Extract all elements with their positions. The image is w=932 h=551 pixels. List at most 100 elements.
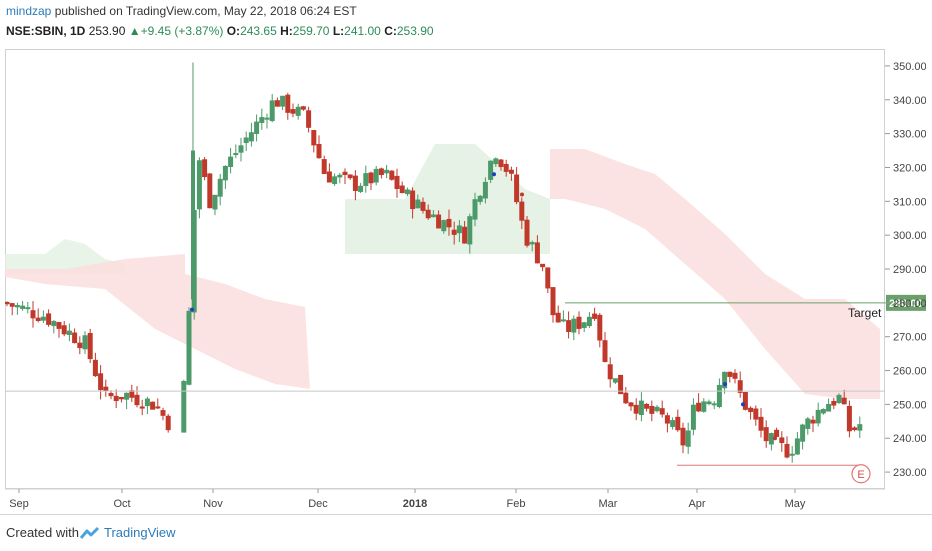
- candle-down: [462, 226, 468, 244]
- candle-up: [430, 214, 436, 218]
- candle-down: [155, 406, 161, 409]
- candle-up: [196, 160, 202, 210]
- x-tick-label: Feb: [507, 498, 526, 510]
- candle-down: [597, 314, 603, 341]
- candle-down: [108, 392, 114, 397]
- x-tick-label: 2018: [403, 498, 427, 510]
- candle-down: [410, 190, 416, 210]
- candle-up: [456, 225, 462, 234]
- candle-down: [566, 320, 572, 332]
- price-axis[interactable]: 350.00 340.00 330.00 320.00 310.00 300.00 290.…: [885, 61, 927, 479]
- candle-down: [519, 201, 525, 221]
- candle-up: [124, 392, 130, 400]
- candle-up: [217, 178, 223, 197]
- candles: [4, 62, 863, 463]
- candle-down: [498, 159, 504, 168]
- candle-up: [269, 100, 275, 122]
- candle-down: [9, 303, 15, 307]
- candle-down: [763, 427, 769, 442]
- chart-area[interactable]: Target 280.00 E 350.00 340.00 330.00 320.00 31…: [4, 49, 927, 514]
- candle-down: [503, 163, 509, 172]
- candle-up: [25, 307, 31, 310]
- candle-down: [758, 416, 764, 431]
- tradingview-brand[interactable]: TradingView: [104, 525, 176, 540]
- candle-down: [753, 408, 759, 420]
- tradingview-logo-icon: [80, 526, 100, 539]
- candle-down: [607, 364, 613, 380]
- candle-down: [326, 171, 332, 183]
- candle-down: [207, 173, 213, 209]
- candle-up: [14, 305, 20, 308]
- candlestick-chart[interactable]: Target 280.00 E 350.00 340.00 330.00 320.00 31…: [4, 49, 927, 514]
- candle-down: [87, 332, 93, 360]
- candle-down: [810, 419, 816, 424]
- candle-up: [82, 335, 88, 350]
- close-label: C:: [384, 24, 397, 38]
- candle-down: [592, 313, 598, 319]
- candle-up: [826, 403, 832, 412]
- candle-down: [618, 374, 624, 395]
- candle-up: [493, 158, 499, 165]
- created-with-text: Created with: [6, 525, 79, 540]
- author-link[interactable]: mindzap: [6, 4, 52, 18]
- y-tick-label: 250.00: [893, 399, 926, 411]
- candle-up: [238, 145, 244, 153]
- candle-down: [98, 373, 104, 391]
- candle-down: [545, 267, 551, 289]
- candle-up: [337, 174, 343, 178]
- candle-down: [4, 301, 10, 305]
- candle-up: [794, 438, 800, 455]
- candle-down: [534, 242, 540, 264]
- candle-down: [524, 219, 530, 246]
- time-axis[interactable]: Sep Oct Nov Dec 2018 Feb Mar Apr May: [5, 488, 885, 510]
- candle-down: [774, 429, 780, 437]
- y-tick-label: 260.00: [893, 366, 926, 378]
- candle-up: [482, 181, 488, 199]
- candle-up: [654, 406, 660, 412]
- candle-up: [51, 321, 57, 327]
- candle-up: [670, 420, 676, 427]
- candle-down: [352, 175, 358, 191]
- candle-down: [77, 342, 83, 349]
- candle-up: [358, 185, 364, 192]
- candle-down: [508, 169, 514, 174]
- candle-up: [248, 132, 254, 142]
- candle-down: [675, 416, 681, 431]
- candle-down: [727, 371, 733, 377]
- x-tick-label: May: [785, 498, 806, 510]
- candle-down: [659, 408, 665, 415]
- low-value: 241.00: [344, 24, 381, 38]
- high-value: 259.70: [292, 24, 330, 38]
- candle-up: [529, 242, 535, 245]
- candle-down: [72, 332, 78, 344]
- candle-up: [384, 169, 390, 174]
- annotations: Target 280.00 E: [5, 172, 926, 484]
- y-tick-label: 310.00: [893, 196, 926, 208]
- candle-down: [644, 403, 650, 409]
- ohlc-line: NSE:SBIN, 1D 253.90 ▲+9.45 (+3.87%) O:24…: [6, 24, 434, 38]
- y-tick-label: 320.00: [893, 162, 926, 174]
- candle-down: [56, 322, 62, 329]
- candle-down: [285, 94, 291, 113]
- candle-down: [368, 172, 374, 184]
- candle-down: [35, 317, 41, 322]
- candle-down: [846, 405, 852, 432]
- x-tick-label: Mar: [599, 498, 618, 510]
- signal-dot: [492, 172, 496, 177]
- candle-down: [118, 396, 124, 400]
- up-arrow-icon: ▲: [128, 24, 141, 38]
- cloud-bullish: [345, 144, 550, 254]
- candle-up: [243, 137, 249, 144]
- candle-up: [638, 400, 644, 415]
- candle-up: [181, 380, 187, 433]
- candle-down: [378, 168, 384, 175]
- candle-up: [581, 322, 587, 329]
- cloud-bearish: [5, 254, 310, 389]
- y-tick-label: 300.00: [893, 230, 926, 242]
- candle-up: [373, 168, 379, 183]
- candle-up: [233, 153, 239, 156]
- candle-up: [789, 453, 795, 456]
- candle-down: [290, 109, 296, 114]
- candle-up: [295, 106, 301, 116]
- low-label: L:: [332, 24, 345, 38]
